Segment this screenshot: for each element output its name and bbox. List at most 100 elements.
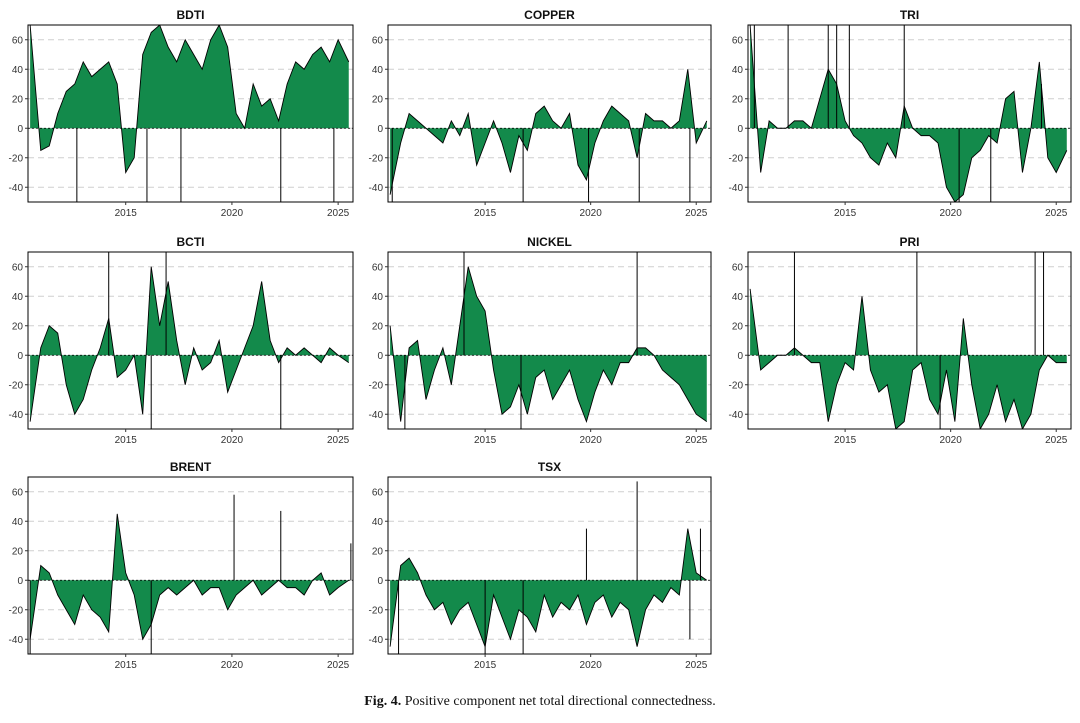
xtick-label: 2020 [580,660,603,671]
plot-background [28,477,353,654]
line-bdti [29,25,350,174]
figure-caption: Fig. 4. Positive component net total dir… [0,694,1080,710]
ytick-label: 60 [372,262,384,273]
ytick-label: 40 [12,292,24,303]
ytick-label: 0 [377,351,383,362]
plot-frame [387,476,712,655]
plot-frame [747,24,1072,203]
ytick-label: 40 [372,65,384,76]
ytick-label: 60 [372,35,384,46]
ytick-label: -40 [369,183,384,194]
ytick-label: 40 [372,517,384,528]
plot-frame [747,251,1072,430]
xtick-label: 2015 [834,435,857,446]
panel-tri: -40 -20 0 20 40 60 2015 2020 2025 TRI [729,8,1072,219]
ytick-label: -20 [369,605,384,616]
ytick-label: 20 [732,321,744,332]
area-pri [750,288,1067,429]
ytick-label: -20 [9,605,24,616]
ytick-label: 20 [12,546,24,557]
xtick-label: 2020 [221,435,244,446]
ytick-label: -40 [729,410,744,421]
xtick-label: 2025 [327,660,350,671]
area-bdti [30,25,349,173]
line-pri [749,288,1067,429]
xtick-label: 2025 [327,435,350,446]
line-tri [749,25,1068,202]
xtick-label: 2015 [115,208,138,219]
ytick-label: 20 [372,94,384,105]
plot-frame [27,476,354,655]
xtick-label: 2020 [940,208,963,219]
panel-brent: -40 -20 0 20 40 60 2015 2020 2025 BRENT [9,460,354,671]
line-tsx [389,528,708,649]
xtick-label: 2015 [474,660,497,671]
plot-frame [387,251,712,430]
panel-title: PRI [899,235,919,249]
caption-label: Fig. 4. [364,694,402,709]
panel-title: COPPER [524,8,575,22]
ytick-label: 40 [12,65,24,76]
ytick-label: -40 [729,183,744,194]
ytick-label: -40 [9,410,24,421]
ytick-label: 20 [372,321,384,332]
line-nickel [389,266,708,424]
xtick-label: 2020 [580,435,603,446]
ytick-label: 0 [737,351,743,362]
panel-pri: -40 -20 0 20 40 60 2015 2020 2025 PRI [729,235,1072,446]
xtick-label: 2025 [1045,208,1068,219]
xtick-label: 2025 [327,208,350,219]
xtick-label: 2015 [474,208,497,219]
panel-title: BCTI [177,235,205,249]
ytick-label: 60 [12,487,24,498]
panel-title: TRI [900,8,919,22]
panel-copper: -40 -20 0 20 40 60 2015 2020 2025 COPPER [369,8,712,219]
xtick-label: 2025 [685,435,708,446]
ytick-label: 40 [732,65,744,76]
ytick-label: -20 [9,153,24,164]
panel-title: BRENT [170,460,212,474]
plot-background [388,25,711,202]
ytick-label: 0 [377,124,383,135]
xtick-label: 2015 [115,435,138,446]
xtick-label: 2015 [474,435,497,446]
xtick-label: 2020 [221,660,244,671]
panel-bdti: -40 -20 0 20 40 60 2015 2020 2025 BDTI [9,8,354,219]
ytick-label: 60 [12,35,24,46]
area-tri [750,25,1067,202]
ytick-label: -40 [369,410,384,421]
xtick-label: 2020 [940,435,963,446]
ytick-label: 0 [737,124,743,135]
ytick-label: 40 [732,292,744,303]
area-tsx [390,528,707,647]
ytick-label: 60 [732,35,744,46]
ytick-label: 20 [732,94,744,105]
xtick-label: 2015 [834,208,857,219]
xtick-label: 2020 [580,208,603,219]
ytick-label: 20 [372,546,384,557]
ytick-label: -20 [729,153,744,164]
ytick-label: -20 [9,380,24,391]
ytick-label: -40 [9,183,24,194]
plot-background [388,252,711,429]
plot-frame [387,24,712,203]
ytick-label: 20 [12,321,24,332]
ytick-label: -40 [369,635,384,646]
plot-background [388,477,711,654]
plot-frame [27,251,354,430]
panel-title: TSX [538,460,561,474]
ytick-label: 40 [12,517,24,528]
line-bcti [29,266,350,422]
xtick-label: 2020 [221,208,244,219]
ytick-label: -40 [9,635,24,646]
panel-bcti: -40 -20 0 20 40 60 2015 2020 2025 BCTI [9,235,354,446]
ytick-label: -20 [729,380,744,391]
ytick-label: 0 [17,576,23,587]
panel-tsx: -40 -20 0 20 40 60 2015 2020 2025 TSX [369,460,712,671]
ytick-label: 0 [377,576,383,587]
ytick-label: -20 [369,380,384,391]
panel-title: BDTI [177,8,205,22]
ytick-label: 60 [372,487,384,498]
ytick-label: 0 [17,124,23,135]
